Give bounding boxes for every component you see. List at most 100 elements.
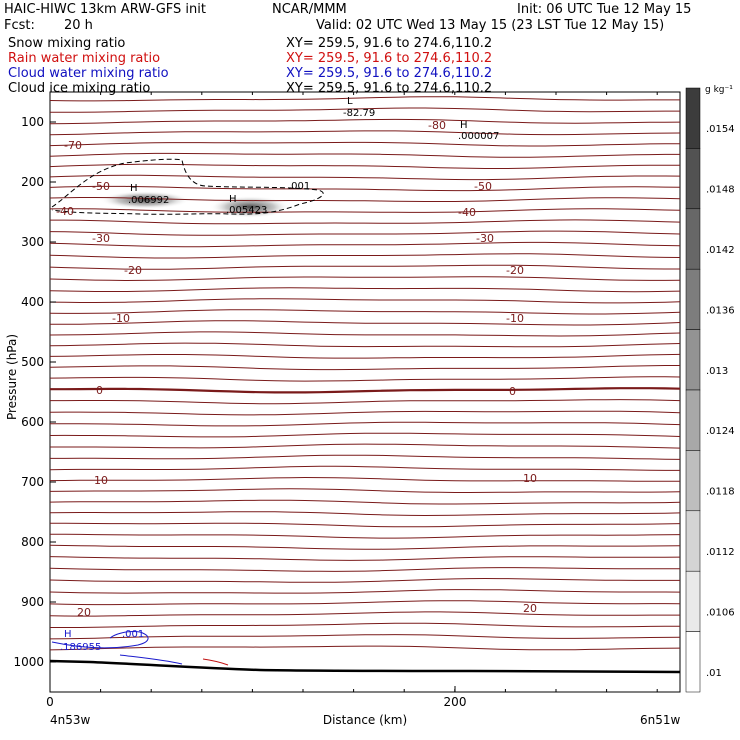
isotherm-label: -40: [458, 206, 476, 219]
isotherm-label: -40: [56, 205, 74, 218]
plot-frame: [49, 91, 681, 693]
rain-contour: [202, 658, 229, 666]
y-tick-label: 800: [21, 535, 44, 549]
isotherm-line: [50, 556, 680, 561]
x-endpoint-right: 6n51w: [640, 713, 681, 727]
field-name-cloudwater: Cloud water mixing ratio: [8, 66, 169, 81]
isotherm-line: [50, 577, 680, 583]
isotherm-line: [50, 197, 680, 202]
isotherm-line: [50, 443, 680, 449]
field-name-rain: Rain water mixing ratio: [8, 51, 161, 66]
colorbar: .0154 .0148 .0142 .0136 .013 .0124 .0118 .0112.…: [685, 87, 735, 693]
y-tick-label: 1000: [13, 655, 44, 669]
colorbar-label: .0124: [706, 426, 735, 437]
isotherm-line: [50, 567, 680, 572]
isotherm-line: [50, 331, 680, 337]
colorbar-swatch: [685, 208, 701, 270]
isotherm-line: [50, 353, 680, 359]
isotherm-label: 20: [77, 606, 91, 619]
isotherm-label: -30: [92, 232, 110, 245]
isotherm-line: [50, 320, 680, 326]
colorbar-swatch: [685, 389, 701, 451]
isotherm-line: [50, 611, 680, 617]
isotherm-label: 20: [523, 602, 537, 615]
colorbar-label: .0154: [706, 124, 735, 135]
colorbar-swatch: [685, 450, 701, 512]
low-marker: L: [347, 96, 353, 107]
y-tick-label: 200: [21, 175, 44, 189]
colorbar-label: .0136: [706, 305, 735, 316]
colorbar-swatch: [685, 329, 701, 391]
isotherm-line: [50, 130, 680, 136]
isotherm-line: [50, 645, 680, 651]
high-marker: H: [460, 120, 468, 131]
isotherm-line: [50, 365, 680, 371]
isotherm-line: [50, 589, 680, 594]
isotherm-label: -80: [428, 119, 446, 132]
field-xy-rain: XY= 259.5, 91.6 to 274.6,110.2: [286, 51, 493, 66]
isotherm-line: [50, 241, 680, 248]
isotherm-line: [50, 533, 680, 539]
isotherm-line: [50, 96, 680, 102]
colorbar-label: .0142: [706, 245, 735, 256]
isotherm-line: [50, 118, 680, 125]
isotherm-line: [50, 522, 680, 528]
header-org: NCAR/MMM: [272, 2, 347, 17]
header-init: Init: 06 UTC Tue 12 May 15: [517, 2, 692, 17]
isotherm-label: 0: [509, 385, 516, 398]
isotherm-label: -50: [92, 180, 110, 193]
isotherm-label: 10: [523, 472, 537, 485]
high-marker: H: [229, 194, 237, 205]
isotherm-line: [50, 387, 680, 394]
high-value: .005423: [226, 205, 267, 216]
isotherm-label: 10: [94, 474, 108, 487]
low-value: -82.79: [343, 108, 375, 119]
isotherm-label: -20: [506, 264, 524, 277]
colorbar-swatch: [685, 148, 701, 210]
isotherm-line: [50, 107, 680, 113]
y-tick-label: 400: [21, 295, 44, 309]
isotherm-line: [50, 421, 680, 427]
isotherm-line: [50, 264, 680, 270]
header-fcst-value: 20 h: [64, 18, 93, 33]
isotherm-line: [50, 174, 680, 181]
isotherm-label: -50: [474, 180, 492, 193]
colorbar-label: .01: [706, 668, 722, 679]
ice-max-blob-1: [100, 191, 190, 209]
high-value: .000007: [458, 131, 499, 142]
isotherm-label: 0: [96, 384, 103, 397]
colorbar-label: .0112: [706, 547, 735, 558]
isotherm-label: -70: [64, 139, 82, 152]
y-tick-label: 900: [21, 595, 44, 609]
isotherm-label: -20: [124, 264, 142, 277]
field-xy-cloudwater: XY= 259.5, 91.6 to 274.6,110.2: [286, 66, 493, 81]
isotherm-line: [50, 454, 680, 460]
isotherm-line: [50, 152, 680, 158]
high-marker: H: [130, 183, 138, 194]
high-value: .186955: [60, 642, 101, 653]
field-name-snow: Snow mixing ratio: [8, 36, 126, 51]
field-xy-snow: XY= 259.5, 91.6 to 274.6,110.2: [286, 36, 493, 51]
isotherm-line: [50, 622, 680, 628]
cloud-water-contour-1: [51, 631, 149, 649]
x-tick-label: 200: [444, 695, 467, 709]
isotherm-line: [50, 410, 680, 416]
isotherm-line: [50, 298, 680, 304]
plot-area: [50, 96, 680, 674]
isotherm-line: [50, 465, 680, 471]
header-title: HAIC-HIWC 13km ARW-GFS init: [4, 2, 206, 17]
y-tick-label: 100: [21, 115, 44, 129]
isotherm-line: [50, 544, 680, 550]
colorbar-units: g kg⁻¹: [705, 85, 733, 95]
isotherm-line: [50, 342, 680, 348]
colorbar-label: .013: [706, 366, 728, 377]
isotherm-line: [50, 208, 680, 213]
isotherm-line: [50, 499, 680, 505]
x-axis-title: Distance (km): [323, 713, 407, 727]
y-tick-label: 700: [21, 475, 44, 489]
isotherm-line: [50, 219, 680, 225]
header-fcst-label: Fcst:: [4, 18, 35, 33]
isotherm-label: -10: [112, 312, 130, 325]
header-valid: Valid: 02 UTC Wed 13 May 15 (23 LST Tue …: [316, 18, 665, 33]
